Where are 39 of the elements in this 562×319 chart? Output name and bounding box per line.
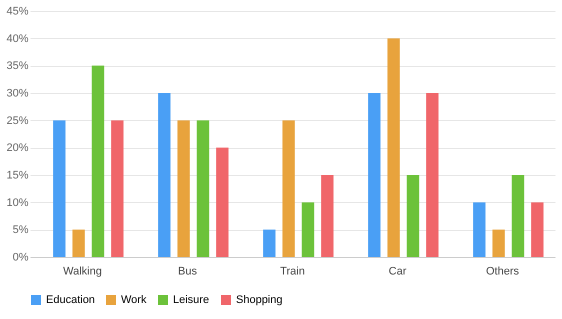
bar: [282, 120, 295, 257]
y-tick-label: 10%: [6, 196, 29, 209]
legend-label: Work: [121, 294, 147, 306]
bar: [426, 93, 439, 257]
bar: [53, 120, 66, 257]
x-tick-label: Walking: [63, 266, 102, 278]
bar: [263, 230, 276, 257]
legend-label: Education: [46, 294, 95, 306]
bar: [492, 230, 505, 257]
legend-label: Shopping: [236, 294, 282, 306]
bar: [387, 38, 400, 257]
bar: [321, 175, 334, 257]
y-tick-label: 0%: [12, 252, 29, 264]
y-tick-label: 20%: [6, 142, 29, 154]
bar: [158, 93, 170, 257]
x-tick-label: Others: [486, 266, 520, 278]
bar: [196, 120, 210, 257]
bar: [111, 120, 124, 257]
x-tick-label: Car: [388, 266, 407, 278]
y-tick-label: 25%: [6, 114, 29, 127]
bar: [302, 202, 314, 257]
legend-label: Leisure: [173, 294, 210, 306]
y-tick-label: 15%: [6, 170, 29, 182]
x-tick-label: Bus: [178, 266, 198, 278]
bar: [216, 148, 229, 257]
y-tick-label: 5%: [12, 224, 29, 236]
bar: [92, 66, 104, 257]
y-tick-label: 40%: [6, 32, 29, 45]
bar: [177, 120, 190, 257]
y-tick-label: 45%: [6, 6, 29, 18]
bar: [531, 202, 544, 257]
bar: [368, 93, 380, 257]
bar: [406, 175, 420, 257]
bar: [512, 175, 524, 257]
y-tick-label: 35%: [6, 60, 29, 72]
y-tick-label: 30%: [6, 88, 29, 100]
bar: [473, 202, 486, 257]
x-tick-label: Train: [280, 266, 305, 278]
bar: [72, 230, 85, 257]
